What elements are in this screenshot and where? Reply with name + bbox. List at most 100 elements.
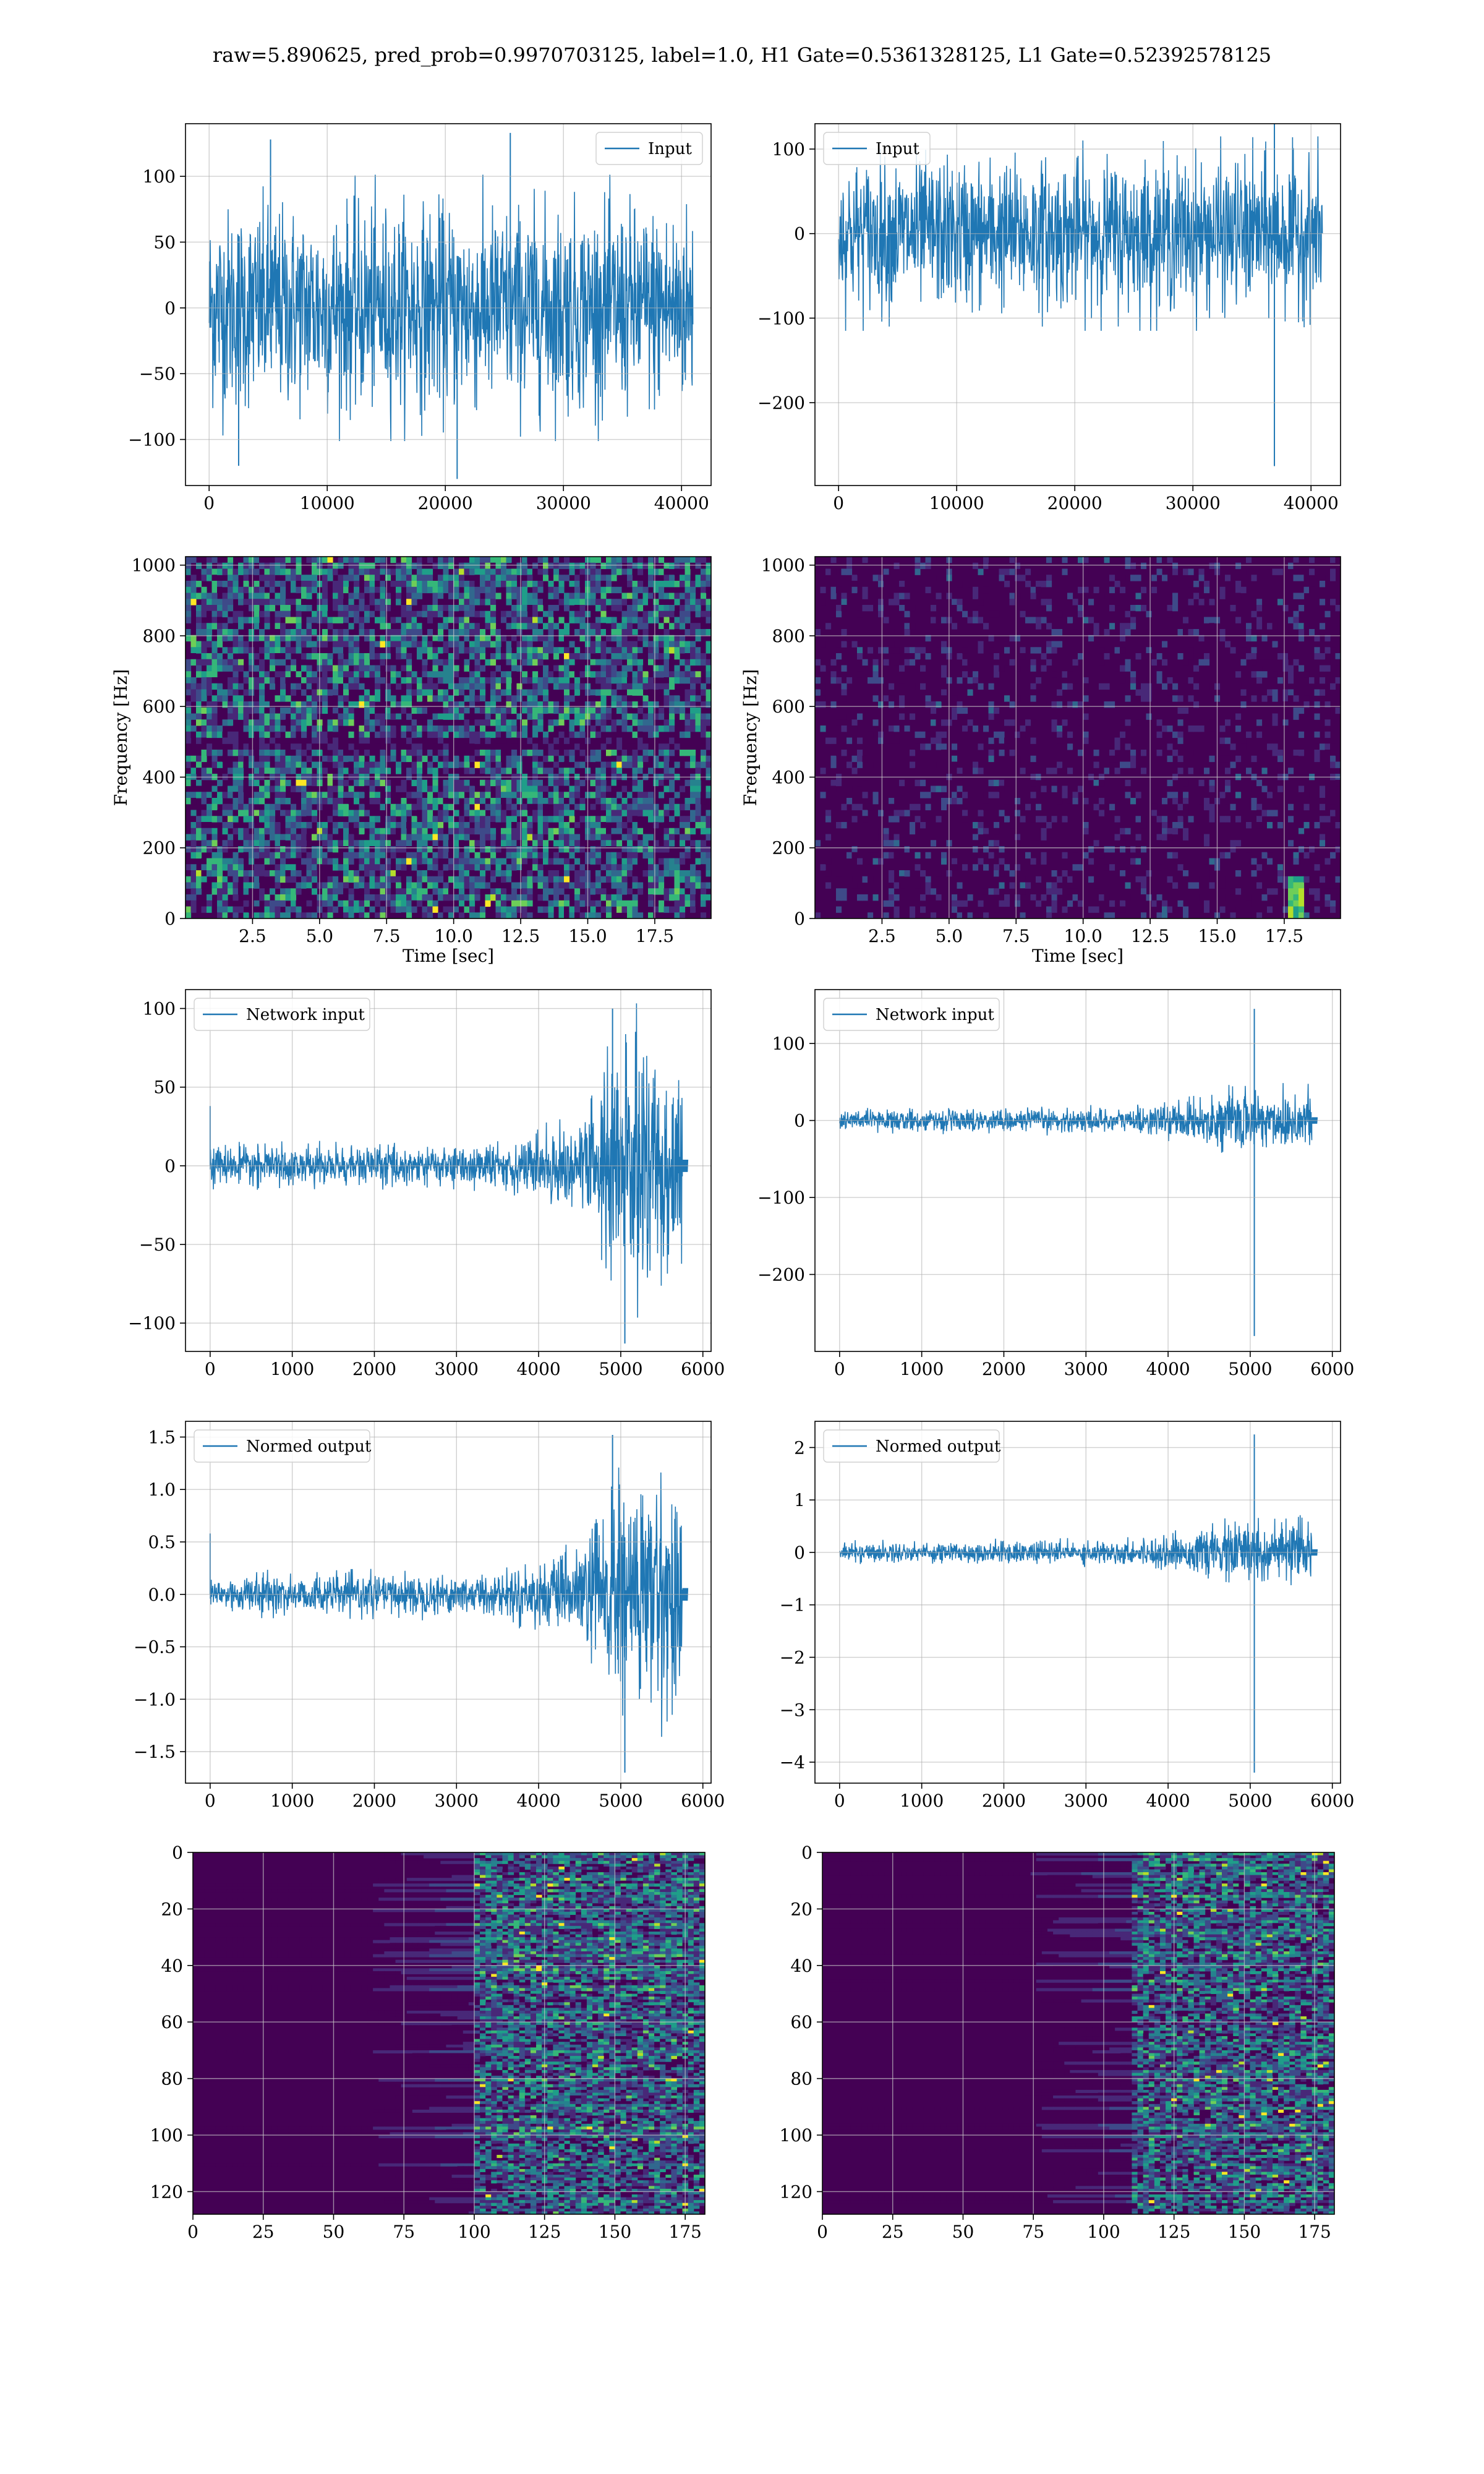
heatmap-cell [485,894,491,901]
heatmap-cell [249,888,255,895]
heatmap-cell [574,671,581,678]
heatmap-cell [522,822,528,829]
heatmap-cell [690,870,696,877]
heatmap-cell [427,719,433,726]
heatmap-cell [962,659,968,666]
heatmap-cell [254,894,260,901]
heatmap-cell [595,701,602,708]
heatmap-cell [627,737,633,744]
heatmap-cell [348,834,354,841]
heatmap-cell [207,822,213,829]
heatmap-cell [222,822,228,829]
heatmap-cell [893,810,900,816]
heatmap-cell [616,629,623,636]
heatmap-cell [417,731,423,738]
heatmap-cell [285,557,291,563]
heatmap-cell [469,677,475,684]
heatmap-cell [485,803,491,811]
heatmap-cell [232,701,239,708]
heatmap-cell [574,719,581,726]
heatmap-cell [343,665,349,672]
heatmap-cell [348,761,354,768]
heatmap-cell [190,779,197,787]
heatmap-cell [495,635,501,642]
heatmap-cell [422,834,428,841]
heatmap-cell [674,882,680,889]
heatmap-cell [495,581,501,588]
heatmap-cell [653,599,659,606]
heatmap-cell [333,695,339,702]
heatmap-cell [516,695,522,702]
heatmap-cell [695,581,701,588]
heatmap-cell [243,882,249,889]
heatmap-cell [857,671,863,678]
heatmap-cell [186,876,192,883]
heatmap-cell [254,828,260,835]
heatmap-cell [411,731,417,738]
heatmap-cell [480,810,486,816]
heatmap-cell [611,568,617,575]
heatmap-cell [632,647,638,654]
heatmap-cell [558,671,565,678]
heatmap-cell [364,581,370,588]
heatmap-cell [380,605,386,612]
heatmap-cell [369,858,375,865]
heatmap-cell [522,803,528,811]
heatmap-cell [396,599,402,606]
heatmap-cell [333,822,339,829]
heatmap-cell [638,743,644,750]
heatmap-cell [621,575,628,581]
heatmap-cell [632,876,638,883]
heatmap-cell [369,586,375,594]
heatmap-cell [254,816,260,823]
heatmap-cell [480,701,486,708]
heatmap-cell [663,581,670,588]
heatmap-cell [448,726,454,732]
heatmap-cell [396,713,402,720]
heatmap-cell [306,755,312,763]
heatmap-cell [333,707,339,714]
heatmap-cell [364,840,370,847]
heatmap-cell [232,641,239,648]
heatmap-cell [983,586,989,594]
heatmap-cell [443,575,449,581]
heatmap-cell [558,768,565,774]
heatmap-cell [621,834,628,841]
heatmap-cell [579,599,586,606]
heatmap-cell [537,834,544,841]
heatmap-cell [343,557,349,563]
heatmap-cell [574,785,581,792]
x-tick-label: 12.5 [501,926,540,946]
heatmap-cell [228,677,234,684]
heatmap-cell [527,617,533,623]
heatmap-cell [579,798,586,805]
heatmap-cell [448,617,454,623]
heatmap-cell [385,822,391,829]
heatmap-cell [532,798,539,805]
heatmap-cell [899,779,905,787]
heatmap-cell [380,557,386,563]
heatmap-cell [432,768,438,774]
heatmap-cell [438,816,444,823]
heatmap-cell [543,575,549,581]
x-tick-label: 15.0 [568,926,607,946]
heatmap-cell [511,707,518,714]
heatmap-cell [638,568,644,575]
heatmap-cell [983,726,989,732]
heatmap-cell [422,876,428,883]
heatmap-cell [606,906,612,913]
heatmap-cell [411,768,417,774]
heatmap-cell [343,888,349,895]
heatmap-cell [579,568,586,575]
heatmap-cell [579,593,586,599]
heatmap-cell [501,906,507,913]
heatmap-cell [543,557,549,563]
heatmap-cell [872,828,879,835]
heatmap-cell [543,683,549,690]
heatmap-cell [648,846,654,853]
heatmap-cell [285,599,291,606]
heatmap-cell [190,731,197,738]
heatmap-cell [264,707,270,714]
heatmap-cell [275,568,281,575]
heatmap-cell [532,768,539,774]
